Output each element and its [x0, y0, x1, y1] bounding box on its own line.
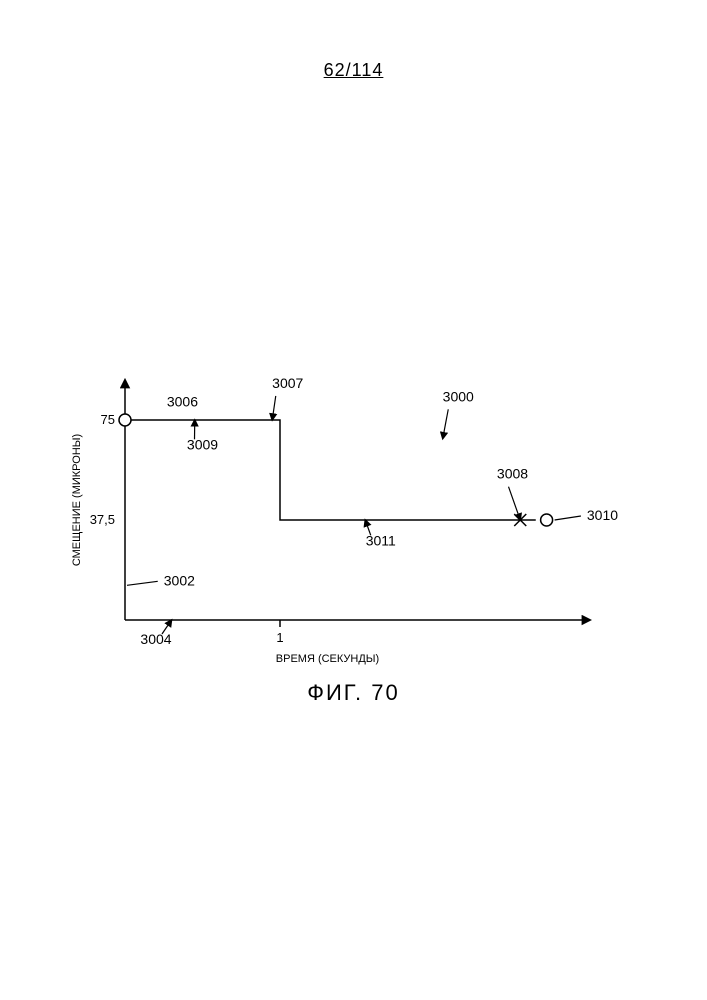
x-axis-label: ВРЕМЯ (СЕКУНДЫ): [276, 653, 379, 665]
chart-svg: 75 37,5 1 СМЕЩЕНИЕ (МИКРОНЫ) ВРЕМЯ (СЕКУНДЫ)…: [0, 0, 707, 1000]
step-line: [125, 420, 536, 520]
callout-leader-3007: [272, 396, 276, 420]
callout-3009: 3009: [187, 436, 218, 452]
callout-3006: 3006: [167, 394, 198, 410]
callout-leader-3000: [443, 409, 449, 438]
y-tick-label: 37,5: [90, 512, 115, 527]
y-axis-label: СМЕЩЕНИЕ (МИКРОНЫ): [71, 434, 83, 566]
start-marker-circle: [119, 414, 131, 426]
callout-3007: 3007: [272, 375, 303, 391]
callout-leader-3010: [555, 516, 581, 520]
callout-3010: 3010: [587, 507, 618, 523]
end-marker-circle: [541, 514, 553, 526]
x-tick-label: 1: [276, 630, 283, 645]
callout-3008: 3008: [497, 466, 528, 482]
callout-3004: 3004: [140, 631, 171, 647]
figure-caption: ФИГ. 70: [0, 680, 707, 706]
callout-3000: 3000: [443, 388, 474, 404]
y-tick-label: 75: [101, 412, 115, 427]
page: 62/114 7537,51СМЕЩЕНИЕ (МИКРОНЫ)ВРЕМЯ (С…: [0, 0, 707, 1000]
callout-leader-3002: [127, 581, 158, 585]
callout-3002: 3002: [164, 572, 195, 588]
